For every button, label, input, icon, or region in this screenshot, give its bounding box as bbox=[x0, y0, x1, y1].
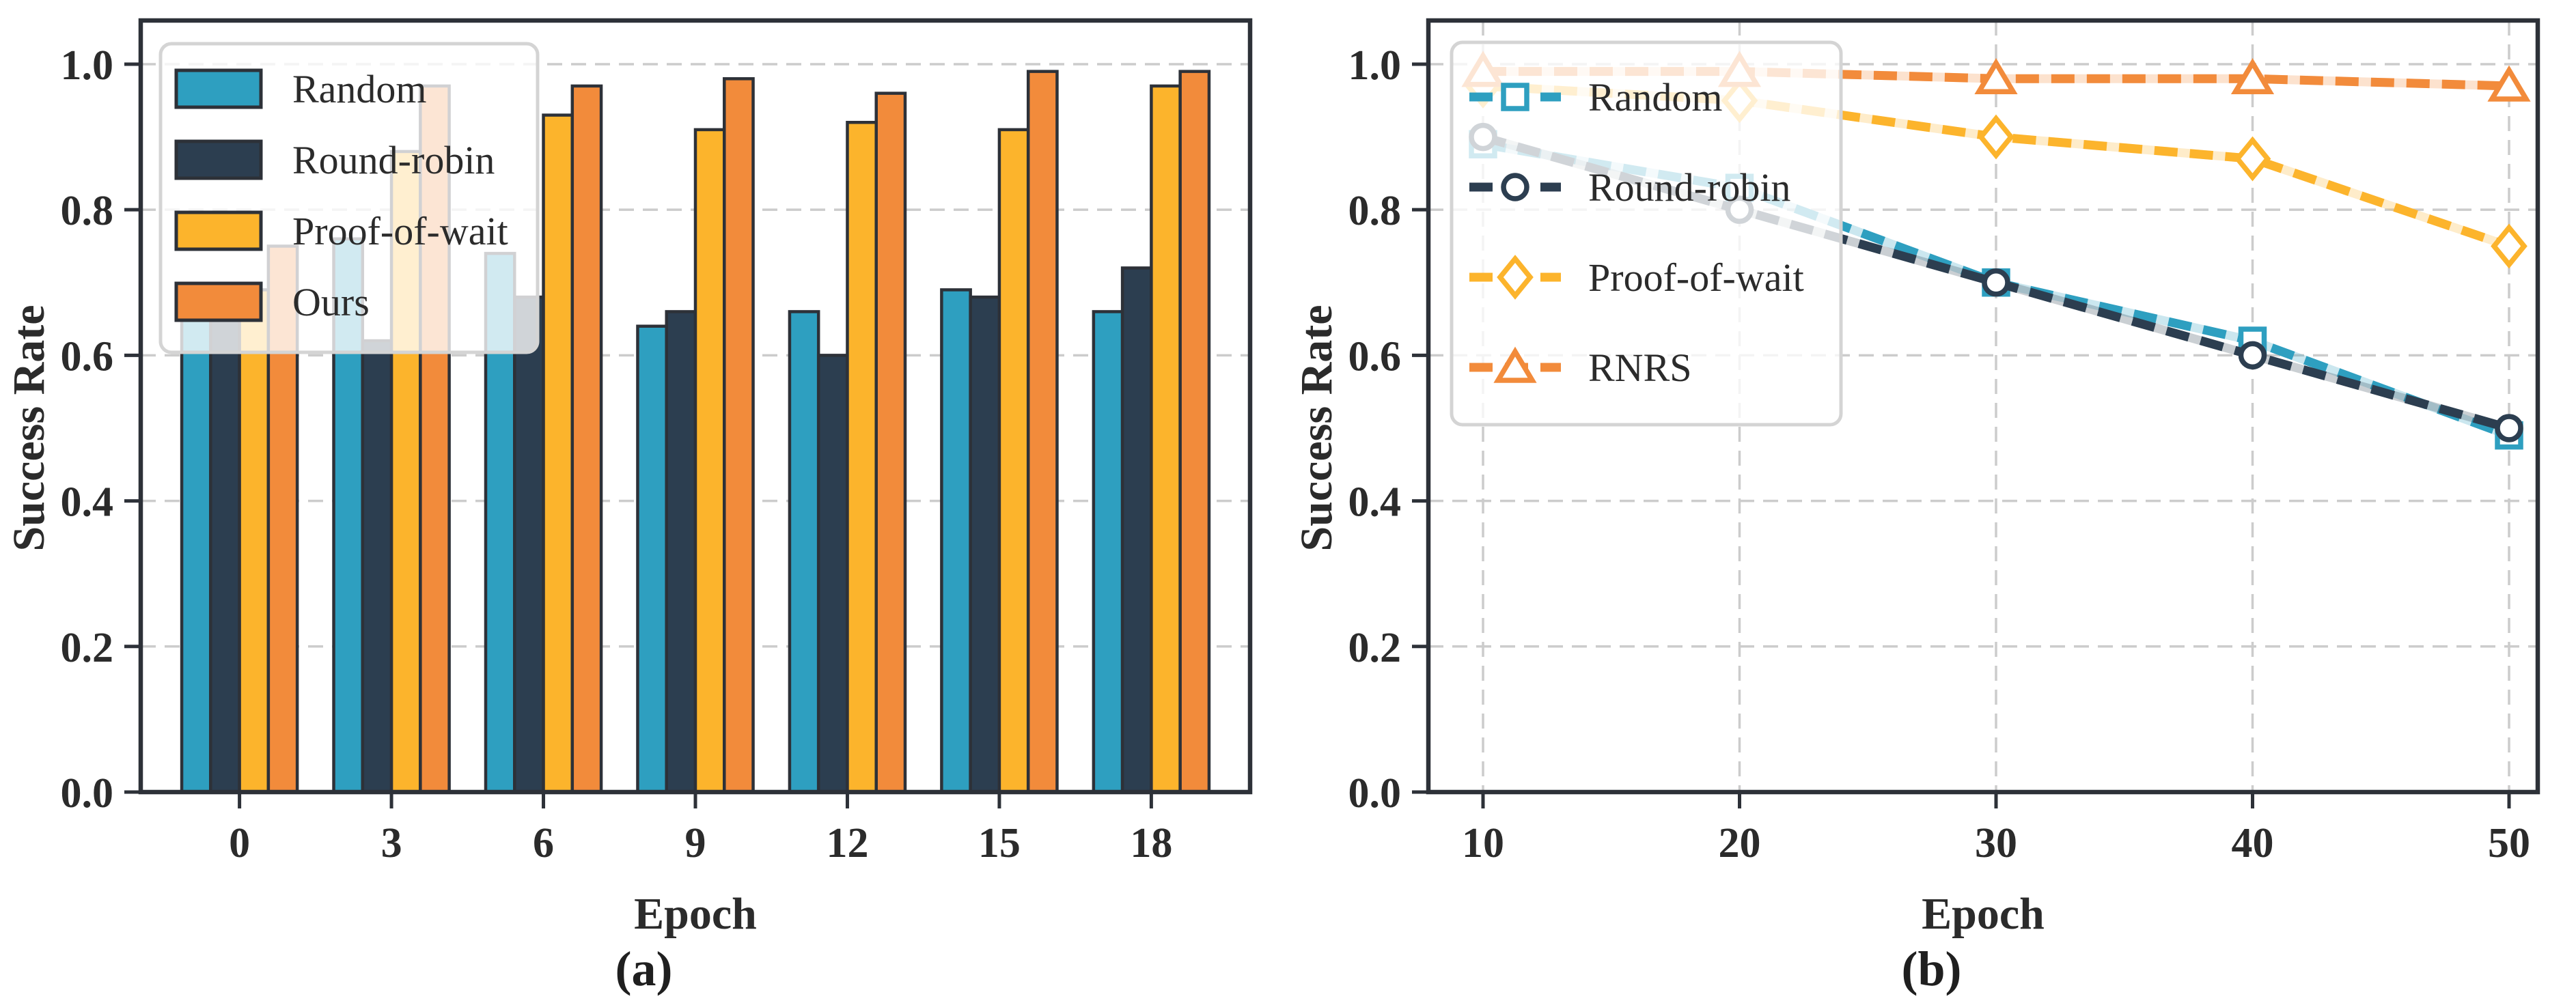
y-tick-label: 0.4 bbox=[1348, 479, 1402, 526]
legend-label: Random bbox=[1588, 75, 1723, 119]
x-tick-label: 15 bbox=[978, 820, 1021, 866]
bar-group-epoch-18 bbox=[1092, 70, 1211, 794]
y-tick-label: 0.6 bbox=[1348, 333, 1402, 380]
y-tick-label: 0.6 bbox=[61, 333, 114, 380]
x-tick-label: 0 bbox=[229, 820, 250, 866]
y-tick-label: 0.2 bbox=[61, 625, 114, 671]
legend-label: Proof-of-wait bbox=[1588, 255, 1804, 300]
circle-marker bbox=[1501, 173, 1529, 201]
diamond-marker bbox=[1497, 255, 1534, 300]
bar-group-epoch-0 bbox=[180, 244, 299, 794]
triangle-marker bbox=[2487, 65, 2531, 102]
bar-group-epoch-9 bbox=[636, 77, 755, 794]
bar-round-robin bbox=[816, 354, 849, 794]
bar-proof-of-wait bbox=[542, 113, 574, 794]
bar-proof-of-wait bbox=[997, 128, 1030, 794]
x-tick-label: 12 bbox=[826, 820, 868, 866]
x-tick-label: 18 bbox=[1130, 820, 1172, 866]
bar-proof-of-wait bbox=[1150, 84, 1182, 794]
bar-proof-of-wait bbox=[846, 120, 878, 794]
x-tick-label: 10 bbox=[1462, 820, 1504, 866]
legend: Random Round-robin Proof-of-wait Ours bbox=[158, 42, 540, 354]
y-tick-label: 0.0 bbox=[1348, 770, 1402, 817]
x-tick-label: 9 bbox=[685, 820, 706, 866]
caption-a: (a) bbox=[615, 942, 673, 996]
x-tick-label: 20 bbox=[1719, 820, 1761, 866]
y-tick-label: 0.2 bbox=[1348, 625, 1402, 671]
bar-round-robin bbox=[513, 295, 545, 794]
x-axis-label: Epoch bbox=[1922, 889, 2045, 939]
legend-box bbox=[158, 42, 540, 354]
bar-random bbox=[180, 310, 212, 794]
bar-proof-of-wait bbox=[238, 288, 271, 794]
diamond-marker bbox=[2491, 223, 2527, 269]
diamond-marker bbox=[1978, 114, 2014, 160]
square-marker bbox=[1501, 83, 1529, 111]
x-tick-label: 6 bbox=[533, 820, 554, 866]
triangle-marker bbox=[1974, 57, 2018, 95]
legend-label: Ours bbox=[292, 280, 370, 324]
bar-round-robin bbox=[209, 302, 241, 794]
bar-ours bbox=[723, 77, 755, 794]
legend-label: RNRS bbox=[1588, 346, 1692, 390]
bar-group-epoch-12 bbox=[788, 91, 907, 794]
diamond-marker bbox=[2234, 136, 2271, 182]
bar-ours bbox=[874, 91, 907, 794]
legend-label: Proof-of-wait bbox=[292, 209, 508, 253]
bar-round-robin bbox=[1120, 266, 1153, 794]
bar-round-robin bbox=[969, 295, 1001, 794]
panel-b: 0.0 0.2 0.4 0.6 0.8 1.0 10 20 30 40 50 Epoch Success… bbox=[1288, 0, 2575, 1001]
x-axis-label: Epoch bbox=[634, 889, 757, 939]
y-tick-label: 1.0 bbox=[1348, 42, 1402, 89]
y-tick-label: 1.0 bbox=[61, 42, 114, 89]
circle-marker bbox=[1982, 268, 2010, 297]
panel-a: 0.0 0.2 0.4 0.6 0.8 1.0 0 3 6 9 12 15 18 Epoch Success… bbox=[4, 18, 1253, 996]
bar-group-epoch-15 bbox=[940, 70, 1059, 794]
x-tick-label: 30 bbox=[1975, 820, 2017, 866]
axes: 0.0 0.2 0.4 0.6 0.8 1.0 10 20 30 40 50 Epoch Success… bbox=[1292, 18, 2540, 939]
legend-swatch-ours bbox=[174, 281, 263, 322]
legend-label: Round-robin bbox=[292, 138, 495, 182]
y-tick-label: 0.8 bbox=[1348, 188, 1402, 234]
bar-chart-success-rate: 0.0 0.2 0.4 0.6 0.8 1.0 0 3 6 9 12 15 18 Epoch Success… bbox=[4, 18, 1253, 939]
bar-random bbox=[940, 288, 972, 794]
y-tick-label: 0.0 bbox=[61, 770, 114, 817]
y-tick-label: 0.8 bbox=[61, 188, 114, 234]
bar-round-robin bbox=[665, 310, 697, 794]
y-axis-label: Success Rate bbox=[1292, 305, 1342, 551]
axes: 0.0 0.2 0.4 0.6 0.8 1.0 0 3 6 9 12 15 18 Epoch Success… bbox=[4, 18, 1253, 939]
bar-random bbox=[636, 324, 668, 794]
legend-swatch-proof-of-wait bbox=[174, 210, 263, 251]
y-tick-label: 0.4 bbox=[61, 479, 114, 526]
bar-proof-of-wait bbox=[693, 128, 726, 794]
line-chart-success-rate: 0.0 0.2 0.4 0.6 0.8 1.0 10 20 30 40 50 Epoch Success… bbox=[1292, 18, 2540, 939]
bar-ours bbox=[570, 84, 603, 794]
legend: Random Round-robin Proof-of-wait RNRS bbox=[1450, 40, 1843, 427]
legend-label: Random bbox=[292, 67, 427, 111]
x-tick-label: 3 bbox=[381, 820, 402, 866]
bar-random bbox=[788, 310, 820, 794]
circle-marker bbox=[2495, 414, 2523, 442]
legend-label: Round-robin bbox=[1588, 165, 1790, 210]
y-axis-label: Success Rate bbox=[4, 305, 54, 551]
triangle-marker bbox=[1493, 346, 1537, 383]
bar-ours bbox=[1026, 70, 1059, 794]
legend-box bbox=[1450, 40, 1843, 427]
bar-ours bbox=[1178, 70, 1211, 794]
legend-swatch-round-robin bbox=[174, 139, 263, 180]
plot-border bbox=[1426, 18, 2540, 795]
bar-random bbox=[1092, 310, 1124, 794]
caption-b: (b) bbox=[1901, 942, 1962, 996]
legend-swatch-random bbox=[174, 68, 263, 109]
bar-round-robin bbox=[361, 339, 393, 794]
circle-marker bbox=[2238, 341, 2267, 370]
triangle-marker bbox=[2230, 57, 2275, 95]
x-tick-label: 40 bbox=[2232, 820, 2274, 866]
x-tick-label: 50 bbox=[2488, 820, 2530, 866]
